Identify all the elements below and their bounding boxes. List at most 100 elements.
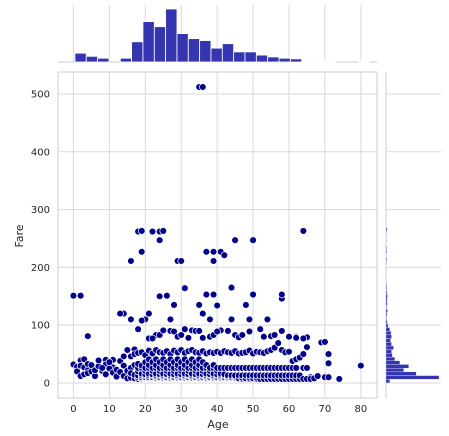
fare-histogram-bar <box>385 323 389 328</box>
main-axes-frame <box>57 61 387 399</box>
scatter-point <box>202 248 211 256</box>
scatter-point <box>224 327 232 335</box>
main-axes-border <box>57 71 378 399</box>
scatter-point <box>324 350 333 358</box>
scatter-point <box>127 257 135 265</box>
scatter-point <box>245 315 254 324</box>
y-tick-label: 400 <box>31 147 50 158</box>
fare-histogram-bar <box>385 342 392 347</box>
scatter-point <box>249 290 257 299</box>
age-histogram-bar <box>278 57 291 63</box>
scatter-point <box>249 236 257 244</box>
fare-histogram-bar <box>385 260 387 265</box>
x-tick-label: 20 <box>139 404 152 415</box>
y-tick-label: 500 <box>31 89 50 100</box>
scatter-point <box>145 309 153 318</box>
scatter-point <box>170 327 178 336</box>
scatter-point <box>335 375 344 383</box>
fare-histogram-bar <box>385 360 401 365</box>
fare-histogram-bar <box>385 356 395 361</box>
scatter-point <box>123 346 132 354</box>
scatter-point <box>206 315 214 324</box>
age-histogram-bar <box>176 33 189 63</box>
scatter-point <box>209 290 218 299</box>
scatter-point <box>209 248 218 256</box>
scatter-point <box>324 359 333 368</box>
fare-histogram-bar <box>385 371 417 376</box>
scatter-point <box>242 301 250 309</box>
scatter-point <box>313 372 322 380</box>
scatter-point <box>303 343 311 351</box>
fare-histogram-bar <box>385 349 392 354</box>
scatter-point <box>69 291 78 300</box>
fare-histogram-bar <box>385 294 388 299</box>
scatter-point <box>137 248 146 256</box>
y-tick-label: 0 <box>44 378 50 389</box>
age-histogram-bar <box>119 57 133 63</box>
fare-histogram-bar <box>385 331 392 336</box>
scatter-point <box>274 339 282 347</box>
y-tick-label: 300 <box>31 205 50 216</box>
right-marginal-histogram <box>385 227 440 384</box>
scatter-point <box>170 301 178 309</box>
scatter-point <box>285 332 293 341</box>
scatter-point <box>116 309 124 318</box>
x-tick-label: 80 <box>354 404 367 415</box>
fare-histogram-bar <box>385 312 388 317</box>
age-histogram-bar <box>244 51 257 63</box>
scatter-point <box>278 290 286 299</box>
fare-histogram-bar <box>385 345 394 350</box>
x-tick-label: 0 <box>70 404 76 415</box>
fare-histogram-bar <box>385 379 390 384</box>
scatter-point <box>292 364 300 372</box>
scatter-points <box>69 83 365 383</box>
scatter-point <box>155 292 164 301</box>
scatter-point <box>270 331 279 339</box>
scatter-point <box>181 284 189 292</box>
fare-histogram-bar <box>385 286 387 291</box>
age-histogram-bar <box>210 47 223 63</box>
fare-histogram-bar <box>385 245 387 250</box>
fare-histogram-bar <box>385 375 440 380</box>
scatter-point <box>94 356 103 365</box>
age-histogram-bar <box>85 55 99 63</box>
scatter-point <box>227 315 236 324</box>
scatter-point <box>177 257 185 265</box>
scatter-point <box>299 334 308 343</box>
age-histogram-bar <box>199 40 212 63</box>
age-histogram-bar <box>221 43 235 63</box>
x-axis-label: Age <box>207 418 229 431</box>
scatter-point <box>260 332 268 341</box>
scatter-point <box>324 373 333 381</box>
scatter-point <box>292 334 300 342</box>
scatter-point <box>285 348 293 356</box>
y-tick-label: 100 <box>31 321 50 332</box>
age-histogram-bar <box>187 38 201 63</box>
scatter-point <box>303 364 311 372</box>
scatter-point <box>213 301 221 310</box>
scatter-point <box>181 325 189 333</box>
fare-histogram-bar <box>385 338 391 343</box>
y-tick-labels: 0 100 200 300 400 500 <box>31 89 50 389</box>
scatter-point <box>227 283 236 292</box>
fare-histogram-bar <box>385 290 388 295</box>
scatter-point <box>357 361 365 370</box>
scatter-point <box>202 290 211 299</box>
scatter-point <box>155 236 164 244</box>
fare-histogram-bar <box>385 368 404 373</box>
fare-histogram-bar <box>385 364 409 369</box>
main-grid <box>58 5 441 398</box>
fare-histogram-bar <box>385 319 388 324</box>
scatter-point <box>119 352 128 361</box>
x-tick-label: 70 <box>319 404 332 415</box>
age-histogram-bar <box>142 21 155 63</box>
x-tick-label: 10 <box>103 404 116 415</box>
scatter-point <box>105 358 114 366</box>
scatter-point <box>299 350 308 358</box>
scatter-point <box>98 364 106 372</box>
scatter-point <box>102 370 110 379</box>
age-histogram-bar <box>301 60 314 63</box>
x-tick-labels: 0 10 20 30 40 50 60 70 80 <box>70 404 367 415</box>
age-histogram-bar <box>255 54 269 63</box>
y-axis-label: Fare <box>13 224 26 247</box>
